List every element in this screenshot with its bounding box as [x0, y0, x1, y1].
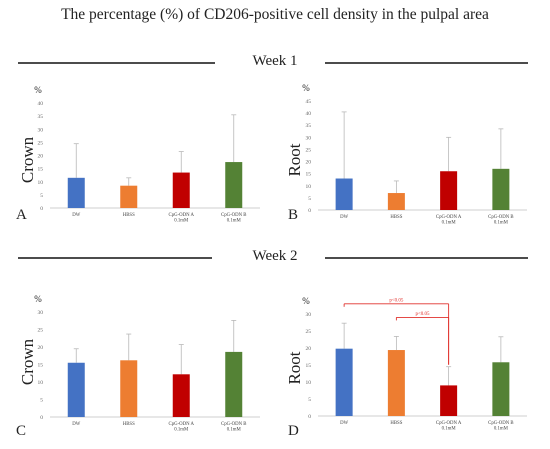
x-tick-label: 0.1mM: [442, 221, 457, 226]
x-tick-label: CpG-ODN B: [488, 421, 513, 426]
y-axis-label: Crown: [18, 338, 37, 385]
y-tick-label: 10: [306, 184, 312, 190]
x-tick-label: 0.1mM: [174, 428, 189, 433]
y-tick-label: 25: [306, 329, 312, 335]
x-tick-label: DW: [72, 213, 80, 218]
x-tick-label: HBSS: [390, 421, 402, 426]
y-tick-label: 40: [38, 101, 44, 107]
unit-label: %: [34, 294, 42, 304]
x-tick-label: HBSS: [123, 213, 135, 218]
bar-dw: [335, 348, 353, 416]
significance-label: p<0.05: [415, 312, 430, 317]
x-tick-label: 0.1mM: [494, 221, 509, 226]
panel-letter: A: [16, 207, 27, 223]
bar-cpg-odn-b: [492, 168, 510, 210]
y-tick-label: 5: [40, 398, 43, 404]
significance-label: p<0.05: [389, 298, 404, 303]
bar-dw: [67, 362, 85, 417]
x-tick-label: 0.1mM: [442, 427, 457, 432]
x-tick-label: 0.1mM: [494, 427, 509, 432]
bar-cpg-odn-a: [172, 172, 190, 208]
y-tick-label: 0: [40, 415, 43, 421]
x-tick-label: CpG-ODN B: [488, 215, 513, 220]
bar-hbss: [387, 193, 405, 210]
figure-title: The percentage (%) of CD206-positive cel…: [61, 6, 489, 23]
y-tick-label: 15: [306, 172, 312, 178]
x-tick-label: DW: [340, 421, 348, 426]
y-axis-label: Root: [285, 351, 304, 384]
bar-cpg-odn-b: [225, 162, 243, 208]
bar-cpg-odn-a: [440, 385, 458, 416]
week2-label: Week 2: [252, 248, 297, 264]
y-tick-label: 0: [308, 208, 311, 214]
y-tick-label: 30: [38, 310, 44, 316]
y-tick-label: 5: [308, 196, 311, 202]
x-tick-label: DW: [72, 422, 80, 427]
x-tick-label: DW: [340, 215, 348, 220]
y-tick-label: 30: [306, 135, 312, 141]
y-tick-label: 0: [40, 206, 43, 212]
panel-letter: C: [16, 423, 26, 439]
x-tick-label: HBSS: [390, 215, 402, 220]
y-tick-label: 30: [38, 127, 44, 133]
unit-label: %: [34, 85, 42, 95]
bar-cpg-odn-b: [225, 351, 243, 417]
bar-cpg-odn-b: [492, 362, 510, 416]
y-tick-label: 25: [306, 147, 312, 153]
x-tick-label: CpG-ODN A: [169, 213, 195, 218]
bar-cpg-odn-a: [172, 374, 190, 417]
y-tick-label: 15: [306, 363, 312, 369]
y-tick-label: 10: [38, 380, 44, 386]
unit-label: %: [302, 296, 310, 306]
y-tick-label: 10: [38, 180, 44, 186]
bar-cpg-odn-a: [440, 171, 458, 210]
x-tick-label: CpG-ODN B: [221, 422, 246, 427]
x-tick-label: CpG-ODN B: [221, 213, 246, 218]
y-tick-label: 20: [38, 345, 44, 351]
y-tick-label: 15: [38, 363, 44, 369]
y-tick-label: 35: [306, 123, 312, 129]
bar-hbss: [120, 185, 138, 208]
y-tick-label: 10: [306, 380, 312, 386]
x-tick-label: CpG-ODN A: [436, 421, 462, 426]
y-tick-label: 25: [38, 328, 44, 334]
panel-letter: B: [288, 207, 298, 223]
x-tick-label: CpG-ODN A: [436, 215, 462, 220]
x-tick-label: 0.1mM: [227, 219, 242, 224]
bar-dw: [67, 177, 85, 208]
y-tick-label: 15: [38, 167, 44, 173]
y-tick-label: 5: [40, 193, 43, 199]
y-tick-label: 20: [306, 346, 312, 352]
y-tick-label: 5: [308, 397, 311, 403]
x-tick-label: HBSS: [123, 422, 135, 427]
x-tick-label: CpG-ODN A: [169, 422, 195, 427]
y-axis-label: Crown: [18, 136, 37, 183]
y-tick-label: 45: [306, 99, 312, 105]
unit-label: %: [302, 83, 310, 93]
panel-letter: D: [288, 423, 299, 439]
y-axis-label: Root: [285, 143, 304, 176]
y-tick-label: 35: [38, 114, 44, 120]
y-tick-label: 0: [308, 414, 311, 420]
x-tick-label: 0.1mM: [174, 219, 189, 224]
y-tick-label: 20: [38, 154, 44, 160]
week1-label: Week 1: [252, 53, 297, 69]
y-tick-label: 40: [306, 111, 312, 117]
x-tick-label: 0.1mM: [227, 428, 242, 433]
y-tick-label: 20: [306, 160, 312, 166]
bar-hbss: [120, 360, 138, 417]
y-tick-label: 25: [38, 140, 44, 146]
y-tick-label: 30: [306, 312, 312, 318]
bar-hbss: [387, 350, 405, 416]
bar-dw: [335, 178, 353, 210]
